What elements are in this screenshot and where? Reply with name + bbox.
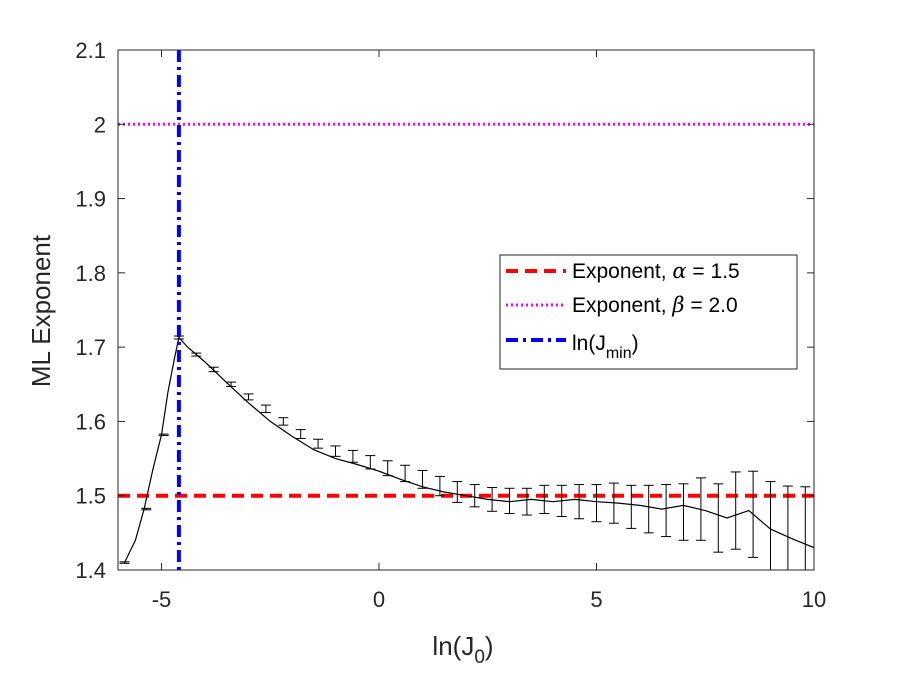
errorbar xyxy=(382,460,393,477)
errorbar xyxy=(782,485,793,570)
errorbar xyxy=(556,484,567,518)
y-tick-label: 2 xyxy=(94,112,106,137)
errorbar xyxy=(141,507,152,511)
errorbar xyxy=(313,438,324,449)
errorbar xyxy=(504,487,515,515)
errorbar xyxy=(330,445,341,457)
plot-content xyxy=(118,50,814,570)
errorbar xyxy=(800,486,811,570)
errorbar xyxy=(748,470,759,558)
errorbar xyxy=(539,484,550,515)
errorbar xyxy=(119,561,130,564)
legend-jmin-label: ln(Jmin) xyxy=(572,332,639,362)
errorbar xyxy=(243,393,254,401)
errorbar xyxy=(400,464,411,483)
errorbar xyxy=(678,483,689,541)
x-tick-label: 0 xyxy=(373,587,385,612)
errorbar xyxy=(574,484,585,520)
y-tick-label: 1.8 xyxy=(75,261,106,286)
legend-beta-label: Exponent, β = 2.0 xyxy=(572,293,738,317)
legend-alpha-label: Exponent, α = 1.5 xyxy=(572,259,740,283)
errorbar xyxy=(661,484,672,538)
x-axis-title: ln(J0) xyxy=(432,631,493,668)
errorbar xyxy=(643,484,654,534)
y-axis-title: ML Exponent xyxy=(26,234,56,387)
x-tick-label: 10 xyxy=(802,587,826,612)
legend: Exponent, α = 1.5 Exponent, β = 2.0 ln(J… xyxy=(499,254,798,370)
x-tick-label: 5 xyxy=(590,587,602,612)
y-tick-label: 1.7 xyxy=(75,335,106,360)
legend-box xyxy=(499,254,798,370)
errorbar xyxy=(591,484,602,523)
y-tick-label: 1.4 xyxy=(75,558,106,583)
y-tick-label: 2.1 xyxy=(75,38,106,63)
errorbar xyxy=(695,477,706,541)
plot-frame xyxy=(117,49,815,571)
y-tick-label: 1.5 xyxy=(75,484,106,509)
errorbar xyxy=(226,381,237,388)
errorbar xyxy=(158,433,169,437)
errorbar xyxy=(260,404,271,414)
errorbar xyxy=(295,429,306,440)
errorbar xyxy=(208,366,219,373)
errorbar xyxy=(765,481,776,570)
errorbar xyxy=(365,455,376,470)
errorbar xyxy=(452,481,463,503)
errorbar xyxy=(487,487,498,512)
errorbar xyxy=(608,482,619,524)
errorbar xyxy=(191,352,202,357)
x-tick-label: -5 xyxy=(152,587,172,612)
errorbar xyxy=(417,469,428,489)
errorbar xyxy=(434,475,445,497)
errorbar xyxy=(347,449,358,463)
errorbar xyxy=(278,417,289,426)
y-tick-label: 1.6 xyxy=(75,409,106,434)
errorbar xyxy=(626,484,637,529)
errorbar xyxy=(469,484,480,508)
errorbar xyxy=(521,487,532,516)
errorbar xyxy=(730,471,741,550)
ml-exponent-curve xyxy=(123,336,814,563)
y-tick-label: 1.9 xyxy=(75,187,106,212)
errorbar xyxy=(713,483,724,553)
